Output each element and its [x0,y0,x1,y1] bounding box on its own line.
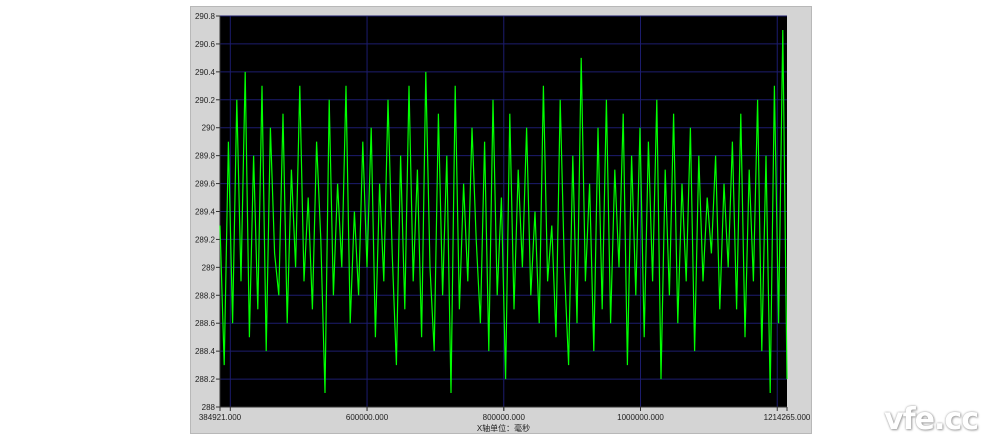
y-tick-label: 289.4 [195,208,216,217]
y-tick-label: 289.6 [195,180,216,189]
x-tick-label: 384921.000 [199,413,242,422]
x-tick-label: 1000000.000 [617,413,664,422]
y-tick-label: 288.6 [195,319,216,328]
y-tick-label: 290.2 [195,96,216,105]
y-tick-label: 289.2 [195,235,216,244]
x-tick-label: 1214265.000 [764,413,811,422]
y-tick-label: 289.8 [195,152,216,161]
x-axis-label: X轴单位：毫秒 [477,423,530,433]
y-tick-label: 290 [202,124,216,133]
y-tick-label: 290.8 [195,12,216,21]
y-tick-label: 288.4 [195,347,216,356]
watermark-logo: vfe.cc [884,402,979,437]
y-tick-label: 288.8 [195,291,216,300]
y-tick-label: 288.2 [195,375,216,384]
series-line-0 [219,29,788,394]
y-tick-label: 290.6 [195,40,216,49]
x-tick-label: 800000.000 [483,413,526,422]
waveform-chart: 290.8 290.6 290.4 290.2 290 289.8 289.6 289.4 28… [195,12,811,433]
y-tick-label: 288 [202,403,216,412]
y-tick-label: 289 [202,263,216,272]
y-tick-label: 290.4 [195,68,216,77]
chart-panel: 290.8 290.6 290.4 290.2 290 289.8 289.6 289.4 28… [190,6,812,434]
x-tick-label: 600000.000 [346,413,389,422]
